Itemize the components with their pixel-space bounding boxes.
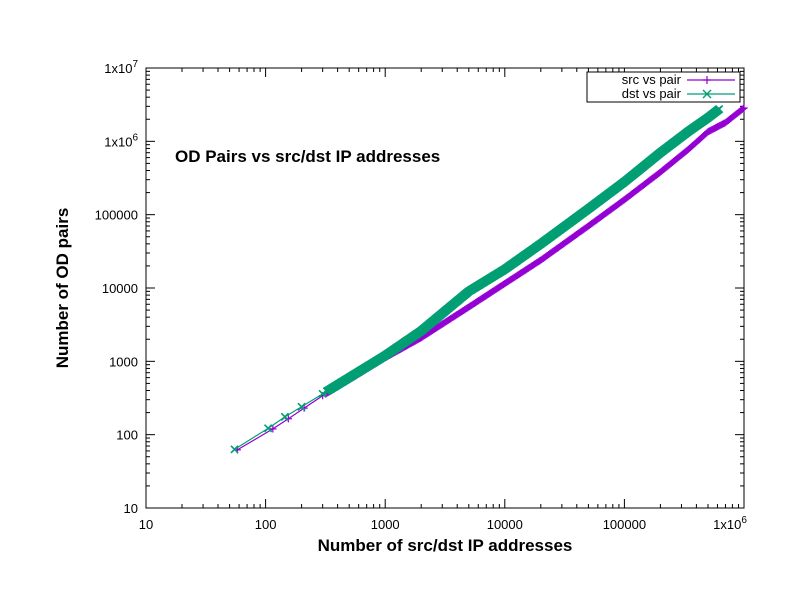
y-tick-label: 100000	[95, 208, 138, 223]
data-point-src	[269, 425, 277, 433]
legend-marker-dst	[702, 89, 712, 99]
y-axis-title: Number of OD pairs	[53, 208, 72, 369]
data-point-dst	[263, 424, 273, 433]
y-tick-label: 1x106	[104, 132, 138, 149]
legend-marker-src	[703, 76, 711, 84]
x-tick-label: 1000	[371, 517, 400, 532]
legend-label-dst: dst vs pair	[622, 86, 682, 101]
y-tick-label: 1x107	[104, 59, 138, 76]
plot-frame	[145, 67, 745, 509]
y-tick-label: 10	[124, 501, 138, 516]
series-layer	[230, 104, 748, 454]
legend: src vs pair dst vs pair	[586, 71, 741, 103]
x-tick-label: 10000	[487, 517, 523, 532]
legend-label-src: src vs pair	[622, 72, 682, 87]
x-axis-title: Number of src/dst IP addresses	[318, 536, 573, 555]
data-point-dst	[297, 402, 306, 411]
data-point-dst	[318, 389, 327, 399]
data-point-dst	[230, 445, 239, 454]
x-tick-label: 10	[139, 517, 153, 532]
data-point-dst	[715, 104, 724, 114]
x-tick-label: 1x106	[713, 515, 747, 532]
y-tick-label: 100	[116, 428, 138, 443]
data-point-dst	[280, 412, 290, 422]
legend-box	[586, 71, 741, 103]
y-tick-label: 1000	[109, 354, 138, 369]
chart-title: OD Pairs vs src/dst IP addresses	[175, 147, 440, 166]
data-point-src	[740, 104, 748, 112]
x-tick-label: 100000	[603, 517, 646, 532]
data-point-src	[738, 105, 746, 113]
y-tick-label: 10000	[102, 281, 138, 296]
x-tick-label: 100	[255, 517, 277, 532]
ticks-layer: 10 100 1000 10000 100000 1x106 1x107 10 100 1000 1…	[95, 59, 748, 532]
